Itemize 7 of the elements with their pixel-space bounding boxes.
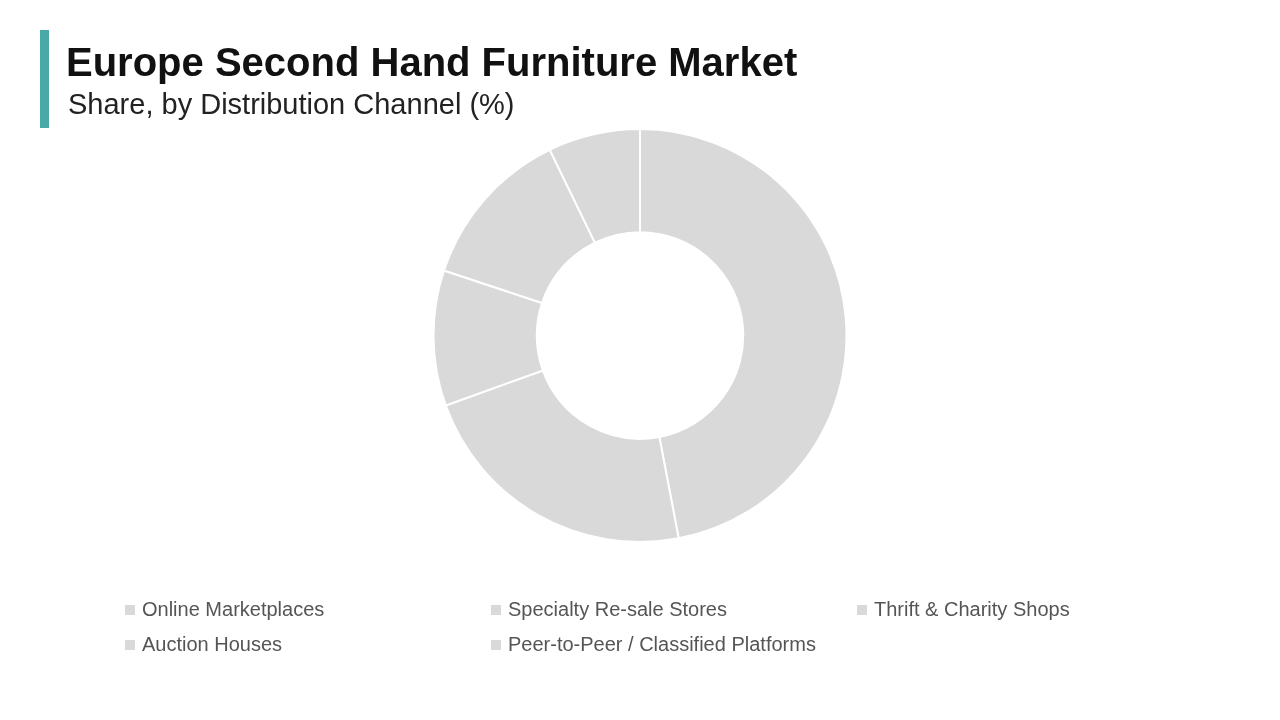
legend-label: Online Marketplaces xyxy=(142,598,325,621)
legend-label: Auction Houses xyxy=(142,633,283,656)
chart-title: Europe Second Hand Furniture Market xyxy=(66,40,798,85)
legend-label: Peer-to-Peer / Classified Platforms xyxy=(508,633,816,656)
legend-label: Thrift & Charity Shops xyxy=(874,598,1070,621)
legend-label: Specialty Re-sale Stores xyxy=(508,598,727,621)
chart-subtitle: Share, by Distribution Channel (%) xyxy=(68,88,515,121)
